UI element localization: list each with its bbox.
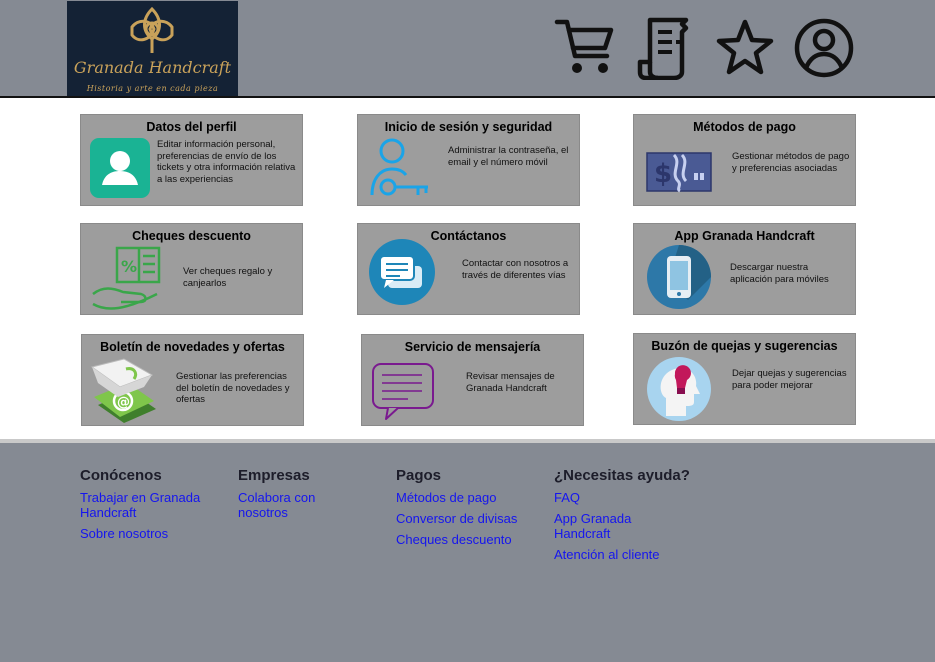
card-desc: Dejar quejas y sugerencias para poder me… [732, 368, 847, 391]
footer-column-empresas: Empresas Colabora con nosotros [238, 467, 388, 526]
footer: Conócenos Trabajar en Granada Handcraft … [0, 443, 935, 662]
brand-logo[interactable]: Granada Handcraft Historia y arte en cad… [67, 1, 238, 96]
footer-heading: Conócenos [80, 467, 162, 484]
card-title: Buzón de quejas y sugerencias [651, 339, 838, 353]
card-contact[interactable]: Contáctanos Contactar con nosotros a tra… [357, 223, 580, 315]
card-profile[interactable]: Datos del perfil Editar información pers… [80, 114, 303, 206]
card-desc: Editar información personal, preferencia… [157, 139, 296, 185]
card-title: Servicio de mensajería [404, 340, 541, 354]
receipt-icon[interactable] [636, 16, 700, 80]
chat-icon [369, 239, 435, 305]
card-title: Boletín de novedades y ofertas [100, 340, 285, 354]
card-desc: Revisar mensajes de Granada Handcraft [466, 371, 555, 394]
svg-text:@: @ [117, 395, 130, 410]
smartphone-icon [647, 245, 711, 309]
message-icon [372, 363, 434, 420]
footer-link-trabajar[interactable]: Trabajar en Granada Handcraft [80, 490, 201, 520]
celtic-knot-icon [130, 6, 174, 53]
card-desc: Gestionar métodos de pago y preferencias… [732, 151, 850, 174]
card-desc: Contactar con nosotros a través de difer… [462, 258, 569, 281]
footer-link-app[interactable]: App Granada Handcraft [554, 511, 632, 541]
footer-column-ayuda: ¿Necesitas ayuda? FAQ App Granada Handcr… [554, 467, 714, 568]
card-title: Métodos de pago [693, 120, 796, 134]
user-key-icon [370, 138, 428, 196]
card-desc: Descargar nuestra aplicación para móvile… [730, 262, 829, 285]
card-title: Contáctanos [430, 229, 507, 243]
card-payment-methods[interactable]: Métodos de pago $ Gestionar métodos de p… [633, 114, 856, 206]
card-login-security[interactable]: Inicio de sesión y seguridad Administrar… [357, 114, 580, 206]
card-title: App Granada Handcraft [674, 229, 815, 243]
user-icon[interactable] [792, 16, 856, 80]
svg-text:$: $ [654, 159, 672, 189]
footer-heading: Empresas [238, 467, 310, 484]
footer-link-faq[interactable]: FAQ [554, 490, 581, 505]
card-newsletter[interactable]: Boletín de novedades y ofertas @ Gestion… [81, 334, 304, 426]
card-title: Inicio de sesión y seguridad [384, 120, 553, 134]
footer-heading: ¿Necesitas ayuda? [554, 467, 690, 484]
card-desc: Administrar la contraseña, el email y el… [448, 145, 569, 168]
footer-separator [0, 439, 935, 443]
card-messaging[interactable]: Servicio de mensajería Revisar mensajes … [361, 334, 584, 426]
profile-icon [90, 138, 150, 198]
footer-heading: Pagos [396, 467, 442, 484]
footer-link-metodos-pago[interactable]: Métodos de pago [396, 490, 497, 505]
coupon-hand-icon: % [92, 246, 161, 310]
card-desc: Gestionar las preferencias del boletín d… [176, 371, 290, 405]
card-complaints[interactable]: Buzón de quejas y sugerencias Dejar quej… [633, 333, 856, 425]
footer-link-sobre-nosotros[interactable]: Sobre nosotros [80, 526, 169, 541]
card-title: Datos del perfil [146, 120, 237, 134]
footer-link-conversor[interactable]: Conversor de divisas [396, 511, 518, 526]
footer-column-pagos: Pagos Métodos de pago Conversor de divis… [396, 467, 556, 553]
footer-link-cheques[interactable]: Cheques descuento [396, 532, 512, 547]
card-app[interactable]: App Granada Handcraft Descargar nuestra … [633, 223, 856, 315]
card-desc: Ver cheques regalo y canjearlos [183, 266, 273, 289]
idea-icon [647, 357, 711, 421]
cart-icon[interactable] [553, 16, 617, 80]
header: Granada Handcraft Historia y arte en cad… [0, 0, 935, 98]
footer-link-colabora[interactable]: Colabora con nosotros [238, 490, 316, 520]
brand-name: Granada Handcraft [73, 58, 232, 77]
star-icon[interactable] [713, 16, 777, 80]
card-discount-checks[interactable]: Cheques descuento % Ver cheques regalo y… [80, 223, 303, 315]
svg-text:%: % [121, 257, 137, 276]
newsletter-icon: @ [90, 358, 156, 423]
footer-link-atencion[interactable]: Atención al cliente [554, 547, 660, 562]
footer-column-conocenos: Conócenos Trabajar en Granada Handcraft … [80, 467, 230, 547]
brand-tagline: Historia y arte en cada pieza [86, 84, 219, 93]
payment-icon: $ [646, 152, 712, 193]
card-title: Cheques descuento [132, 229, 251, 243]
